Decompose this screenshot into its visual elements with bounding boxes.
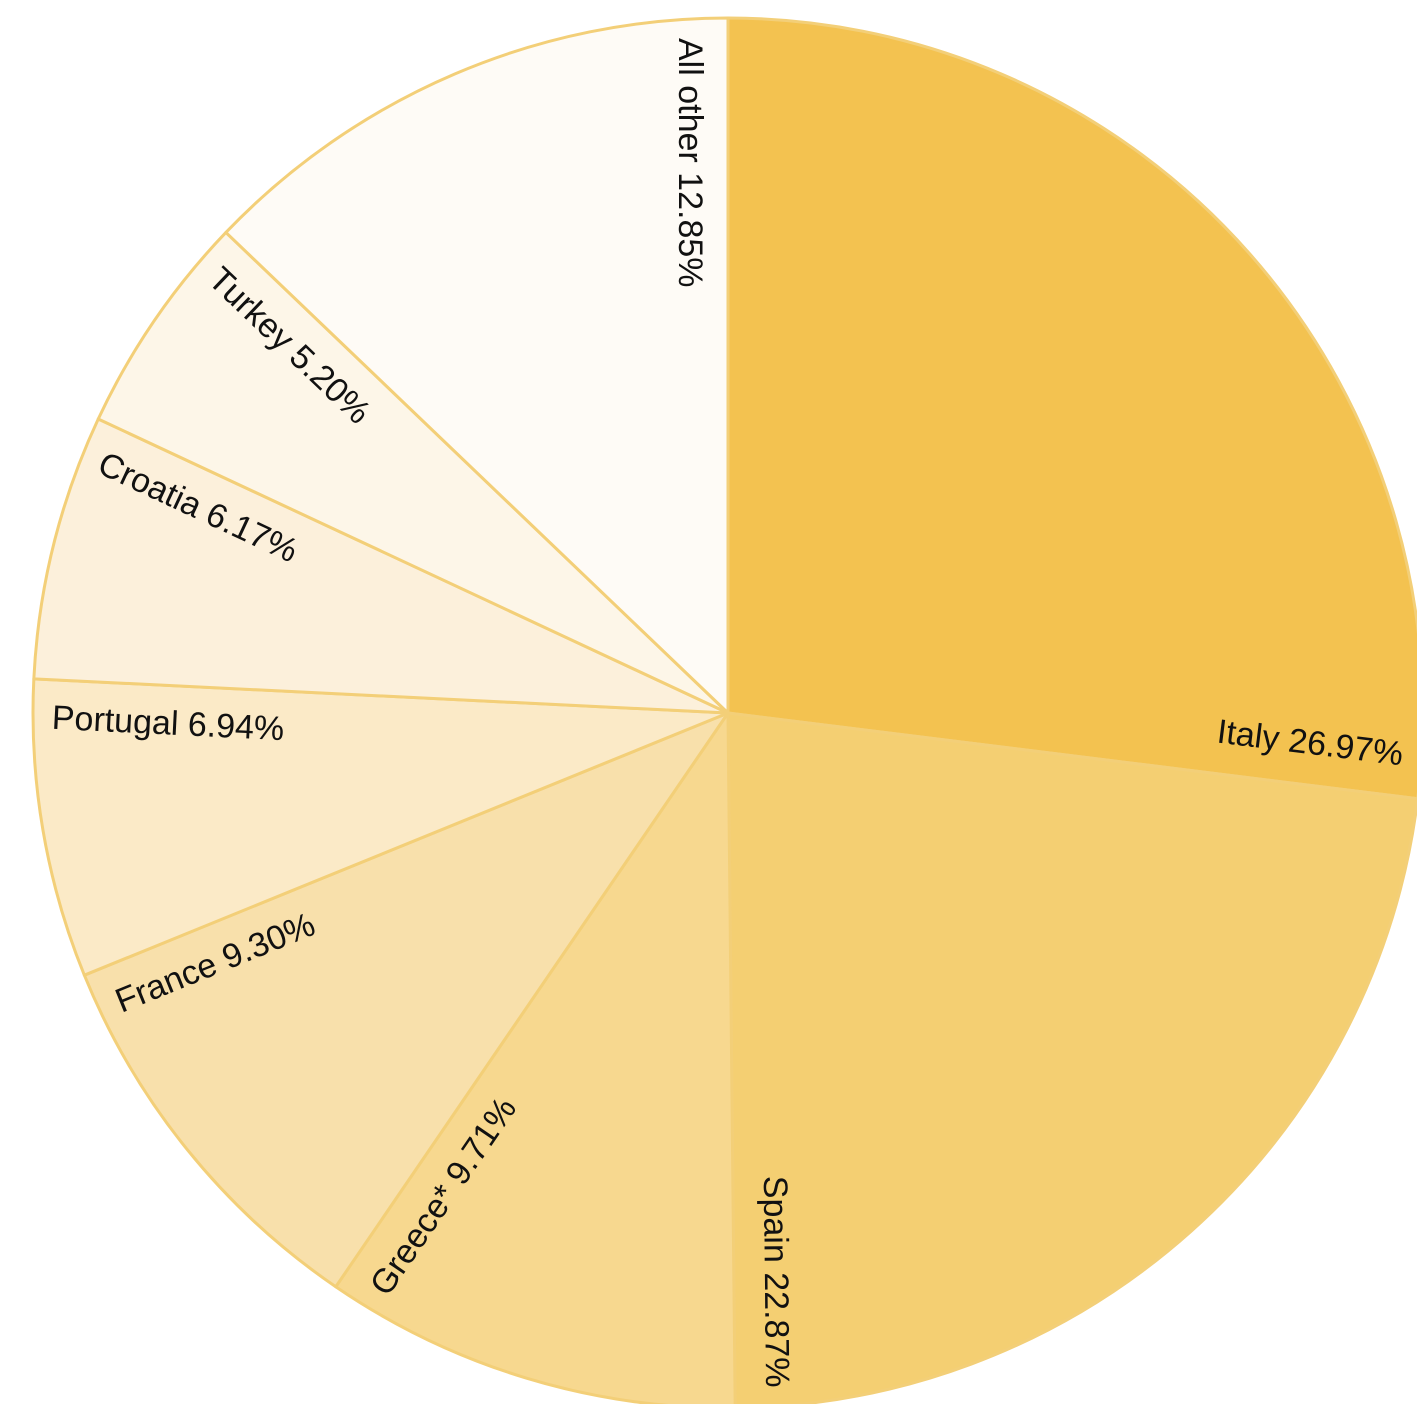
slice-label-all-other: All other 12.85% [671,38,709,288]
pie-slice-france [82,711,730,1289]
pie-slice-all-other [224,16,730,715]
slice-label-spain: Spain 22.87% [756,1176,796,1388]
pie-slice-croatia [32,417,730,715]
pie-slice-turkey [96,230,730,715]
slices-layer [31,16,1417,1409]
pie-slice-italy [726,16,1417,801]
pie-slice-spain [726,711,1417,1409]
pie-slice-portugal [31,677,730,977]
